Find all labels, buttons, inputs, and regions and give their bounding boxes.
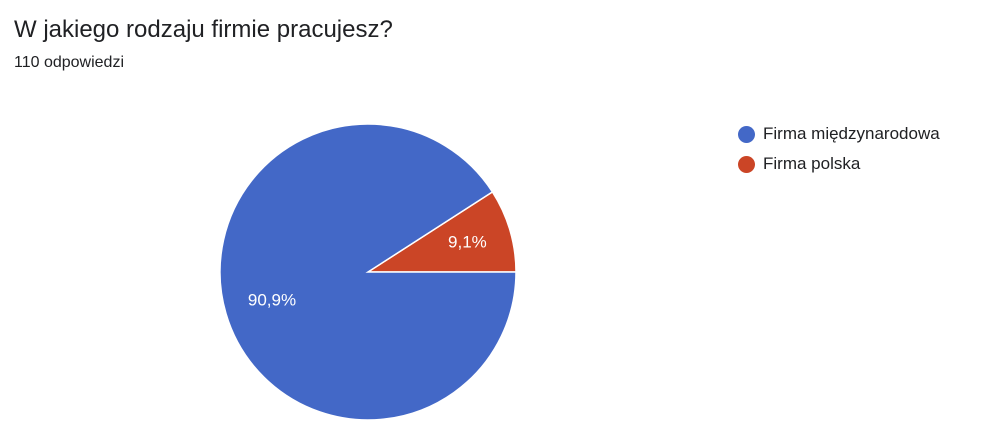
pie-slices	[219, 123, 517, 421]
legend-swatch-icon	[738, 125, 755, 143]
legend-item-firma-polska[interactable]: Firma polska	[738, 154, 940, 174]
legend-label: Firma międzynarodowa	[763, 124, 940, 143]
pie-data-label: 90,9%	[248, 290, 296, 309]
pie-slice-firma-polska[interactable]	[365, 190, 517, 273]
response-count: 110 odpowiedzi	[14, 54, 125, 71]
legend-swatch-icon	[738, 155, 755, 173]
chart-legend: Firma międzynarodowa Firma polska	[738, 124, 940, 184]
pie-data-label: 9,1%	[448, 232, 487, 251]
legend-item-firma-miedzynarodowa[interactable]: Firma międzynarodowa	[738, 124, 940, 144]
legend-label: Firma polska	[763, 154, 861, 173]
question-title: W jakiego rodzaju firmie pracujesz?	[14, 16, 393, 43]
pie-labels: 9,1% 90,9%	[248, 232, 487, 309]
pie-slice-firma-miedzynarodowa[interactable]	[219, 123, 517, 421]
